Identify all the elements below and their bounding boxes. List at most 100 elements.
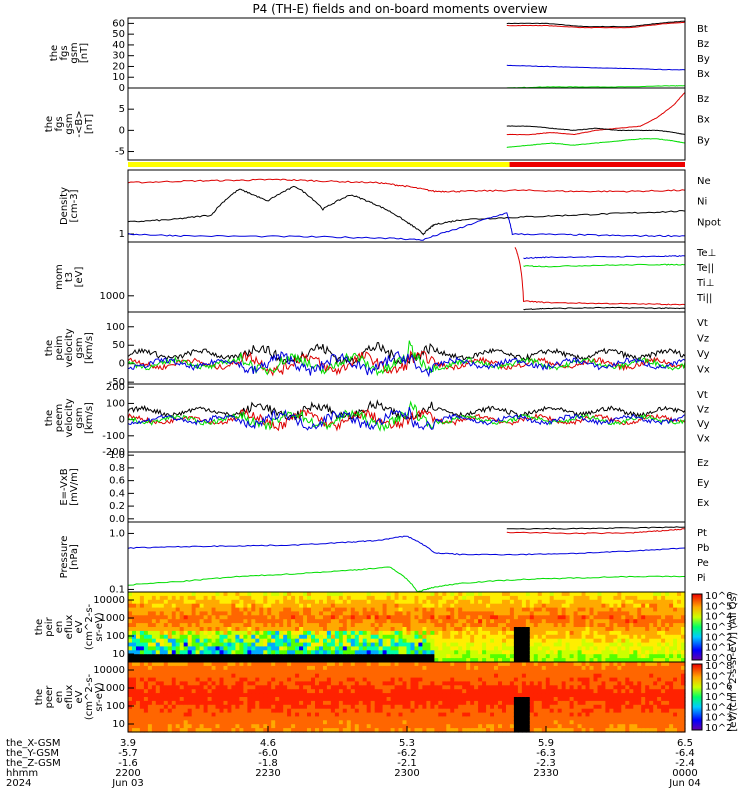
spectrogram-cell <box>589 712 595 718</box>
spectrogram-cell <box>661 627 666 632</box>
spectrogram-cell <box>513 630 519 636</box>
spectrogram-cell <box>390 693 396 698</box>
spectrogram-cell <box>323 642 328 648</box>
spectrogram-cell <box>521 681 527 686</box>
spectrogram-cell <box>605 619 610 624</box>
spectrogram-cell <box>342 642 348 648</box>
spectrogram-cell <box>374 654 380 659</box>
spectrogram-cell <box>394 665 400 671</box>
spectrogram-cell <box>573 700 579 706</box>
spectrogram-cell <box>311 704 316 710</box>
spectrogram-cell <box>577 669 583 675</box>
spectrogram-cell <box>601 634 607 640</box>
spectrogram-cell <box>541 592 547 597</box>
spectrogram-cell <box>537 658 543 663</box>
spectrogram-cell <box>358 716 364 721</box>
spectrogram-cell <box>549 724 555 729</box>
spectrogram-cell <box>267 708 272 714</box>
spectrogram-cell <box>673 592 678 597</box>
spectrogram-cell <box>191 724 197 729</box>
spectrogram-cell <box>263 724 268 729</box>
spectrogram-cell <box>330 642 336 648</box>
spectrogram-cell <box>195 638 201 644</box>
series-line-Pi <box>127 535 686 556</box>
spectrogram-cell <box>179 646 185 651</box>
spectrogram-cell <box>386 658 392 663</box>
spectrogram-cell <box>541 599 547 605</box>
spectrogram-cell <box>470 662 475 667</box>
spectrogram-cell <box>661 650 666 655</box>
spectrogram-cell <box>613 665 618 671</box>
spectrogram-cell <box>227 603 233 609</box>
spectrogram-cell <box>295 662 300 667</box>
spectrogram-cell <box>271 650 276 655</box>
spectrogram-cell <box>577 677 583 683</box>
spectrogram-cell <box>374 642 380 648</box>
spectrogram-cell <box>179 712 185 718</box>
spectrogram-cell <box>430 712 435 718</box>
spectrogram-cell <box>303 627 308 632</box>
spectrogram-cell <box>410 693 416 698</box>
spectrogram-cell <box>633 595 638 601</box>
spectrogram-cell <box>486 662 491 667</box>
spectrogram-cell <box>517 634 523 640</box>
spectrogram-cell <box>609 619 614 624</box>
spectrogram-cell <box>211 724 217 729</box>
spectrogram-cell <box>597 689 603 694</box>
spectrogram-cell <box>211 673 217 679</box>
spectrogram-cell <box>398 693 404 698</box>
spectrogram-cell <box>617 619 622 624</box>
spectrogram-cell <box>613 619 618 624</box>
spectrogram-cell <box>438 595 443 601</box>
spectrogram-cell <box>334 685 340 690</box>
spectrogram-cell <box>346 720 352 725</box>
spectrogram-cell <box>541 697 547 702</box>
spectrogram-cell <box>498 650 503 655</box>
spectrogram-cell <box>219 724 225 729</box>
spectrogram-cell <box>486 658 491 663</box>
spectrogram-cell <box>370 677 376 683</box>
spectrogram-cell <box>506 685 511 690</box>
spectrogram-cell <box>195 650 201 655</box>
spectrogram-cell <box>625 689 630 694</box>
spectrogram-cell <box>585 599 591 605</box>
spectrogram-cell <box>565 646 571 651</box>
spectrogram-cell <box>382 700 388 706</box>
spectrogram-cell <box>338 704 344 710</box>
spectrogram-cell <box>311 693 316 698</box>
spectrogram-cell <box>207 603 213 609</box>
spectrogram-cell <box>585 720 591 725</box>
spectrogram-cell <box>251 665 256 671</box>
spectrogram-cell <box>418 615 423 620</box>
spectrogram-cell <box>132 627 137 632</box>
spectrogram-cell <box>334 623 340 628</box>
spectrogram-cell <box>645 619 650 624</box>
spectrogram-cell <box>454 595 459 601</box>
spectrogram-cell <box>629 595 634 601</box>
spectrogram-cell <box>553 712 559 718</box>
spectrogram-cell <box>593 681 599 686</box>
spectrogram-cell <box>474 599 479 605</box>
spectrogram-cell <box>509 654 515 659</box>
panel-frame <box>127 241 686 313</box>
spectrogram-cell <box>147 619 153 624</box>
spectrogram-cell <box>219 607 225 613</box>
y-axis-label: -<B> <box>74 110 85 137</box>
spectrogram-cell <box>243 728 248 733</box>
spectrogram-cell <box>517 673 523 679</box>
spectrogram-cell <box>645 658 650 663</box>
spectrogram-cell <box>665 615 670 620</box>
spectrogram-cell <box>506 720 511 725</box>
spectrogram-cell <box>438 716 443 721</box>
spectrogram-cell <box>279 658 284 663</box>
spectrogram-cell <box>450 646 455 651</box>
spectrogram-cell <box>458 681 463 686</box>
spectrogram-cell <box>211 677 217 683</box>
spectrogram-cell <box>613 623 618 628</box>
spectrogram-cell <box>549 607 555 613</box>
spectrogram-cell <box>315 716 320 721</box>
spectrogram-cell <box>275 611 280 616</box>
spectrogram-cell <box>649 603 654 609</box>
